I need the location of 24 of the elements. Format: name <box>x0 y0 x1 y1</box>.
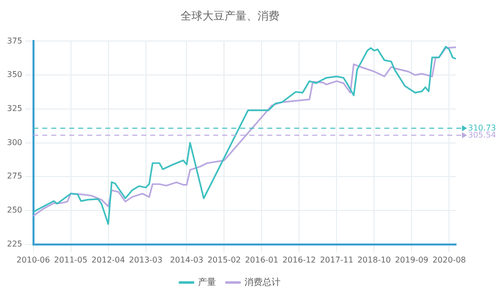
x-tick-label: 2010-06 <box>16 255 50 264</box>
legend-label: 消费总计 <box>244 276 280 288</box>
x-tick-label: 2016-12 <box>282 255 316 264</box>
x-tick-label: 2016-01 <box>244 255 278 264</box>
x-tick-label: 2014-03 <box>170 255 204 264</box>
y-tick-label: 375 <box>6 36 22 46</box>
x-tick-label: 2011-05 <box>54 255 88 264</box>
y-tick-label: 275 <box>6 172 22 181</box>
y-tick-label: 300 <box>6 138 22 147</box>
y-tick-label: 325 <box>6 104 22 114</box>
x-tick-label: 2013-03 <box>129 255 162 264</box>
x-tick-label: 2012-04 <box>92 255 125 264</box>
ref-line-label: 310.73 <box>468 123 496 132</box>
x-tick-label: 2015-02 <box>207 255 241 264</box>
x-tick-label: 2017-11 <box>320 255 354 264</box>
x-tick-label: 2020-08 <box>432 255 466 264</box>
y-tick-label: 225 <box>6 239 22 248</box>
x-tick-label: 2019-09 <box>394 255 428 264</box>
y-tick-label: 250 <box>6 206 22 215</box>
ref-line-label: 305.54 <box>468 130 496 140</box>
y-tick-label: 350 <box>6 70 22 80</box>
chart-title: 全球大豆产量、消费 <box>180 9 280 22</box>
legend-label: 产量 <box>198 276 216 288</box>
x-tick-label: 2018-10 <box>357 255 391 264</box>
